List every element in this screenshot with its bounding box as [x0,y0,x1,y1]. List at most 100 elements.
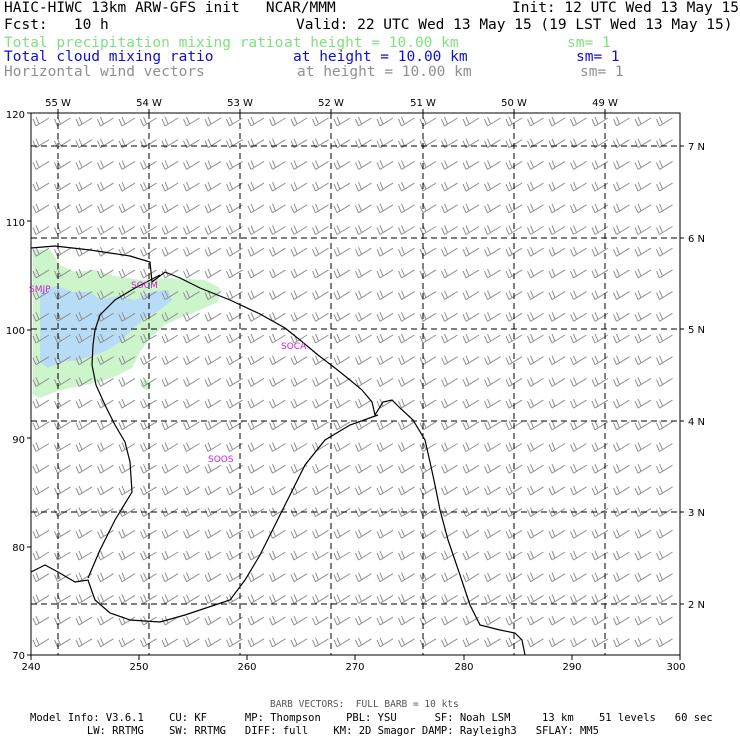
wind-barb [140,398,157,409]
wind-barb [591,225,609,235]
wind-barb [355,116,372,127]
wind-barb [527,550,544,561]
lon-label-55w: 55 W [45,98,71,109]
wind-barb [398,594,415,604]
wind-barb [97,442,114,452]
wind-barb [570,312,587,322]
wind-barb [505,290,523,301]
wind-barb [290,572,308,583]
wind-barb [505,355,523,366]
lon-label-54w: 54 W [136,98,162,109]
wind-barb [355,594,372,604]
wind-barb [591,203,609,214]
wind-barb [290,594,308,604]
wind-barb [75,268,93,279]
wind-barb [634,290,652,301]
wind-barb [312,637,329,648]
wind-barb [32,594,50,604]
wind-barb [591,138,609,149]
wind-barb [441,572,458,583]
wind-barb [333,507,351,518]
wind-barb [634,507,652,518]
wind-barb [118,637,136,648]
wind-barb [312,116,329,127]
wind-barb [247,203,265,214]
wind-barb [634,464,652,474]
wind-barb [312,594,329,604]
wind-barb [226,160,243,170]
wind-barb [32,377,50,387]
wind-barb [462,138,480,149]
wind-barb [204,225,222,235]
wind-barb [462,637,480,648]
wind-barb [527,312,544,322]
wind-barb [613,420,630,431]
wind-barb [355,637,372,648]
wind-barb [613,464,630,474]
wind-barb [32,268,50,279]
wind-barb [247,333,265,344]
wind-barb [656,312,673,322]
wind-barb [398,464,415,474]
wind-barb [269,398,286,409]
wind-barb [269,377,286,387]
wind-barb [290,420,308,431]
wind-barb [118,116,136,127]
wind-barb [312,377,329,387]
wind-barb [634,355,652,366]
wind-barb [32,181,50,192]
wind-barb [161,116,179,127]
wind-barb [183,160,200,170]
wind-barb [247,116,265,127]
wind-barb [570,247,587,257]
wind-barb [462,268,480,279]
wind-barb [32,485,50,496]
wind-barb [613,355,630,366]
wind-barb [355,268,372,279]
field-cloud-sm: sm= 1 [576,49,620,65]
wind-barb [484,312,501,322]
wind-barb [398,550,415,561]
wind-barb [140,333,157,344]
wind-barb [462,377,480,387]
wind-barb [140,203,157,214]
wind-barb [570,160,587,170]
wind-barb [97,355,114,366]
wind-barb [376,550,394,561]
wind-barb [75,355,93,366]
wind-barb [484,442,501,452]
wind-barb [505,160,523,170]
wind-barb [183,442,200,452]
wind-barb [97,464,114,474]
wind-barb [548,572,566,583]
wind-barb-field [32,116,673,648]
wind-barb [161,138,179,149]
wind-barb [634,138,652,149]
wind-barb [441,464,458,474]
wind-barb [591,333,609,344]
wind-barb [312,203,329,214]
wind-barb [140,225,157,235]
wind-barb [462,116,480,127]
wind-barb [161,225,179,235]
wind-barb [570,615,587,626]
wind-barb [634,181,652,192]
wind-barb [570,268,587,279]
wind-barb [32,550,50,561]
wind-barb [570,355,587,366]
wind-barb [118,550,136,561]
field-precip-sm: sm= 1 [567,35,611,51]
wind-barb [269,181,286,192]
wind-barb [97,507,114,518]
wind-barb [75,615,93,626]
wind-barb [118,203,136,214]
wind-barb [247,529,265,539]
wind-barb [634,572,652,583]
wind-barb [419,247,437,257]
wind-barb [462,290,480,301]
wind-barb [118,181,136,192]
wind-barb [312,355,329,366]
wind-barb [527,268,544,279]
wind-barb [290,160,308,170]
wind-barb [54,160,71,170]
